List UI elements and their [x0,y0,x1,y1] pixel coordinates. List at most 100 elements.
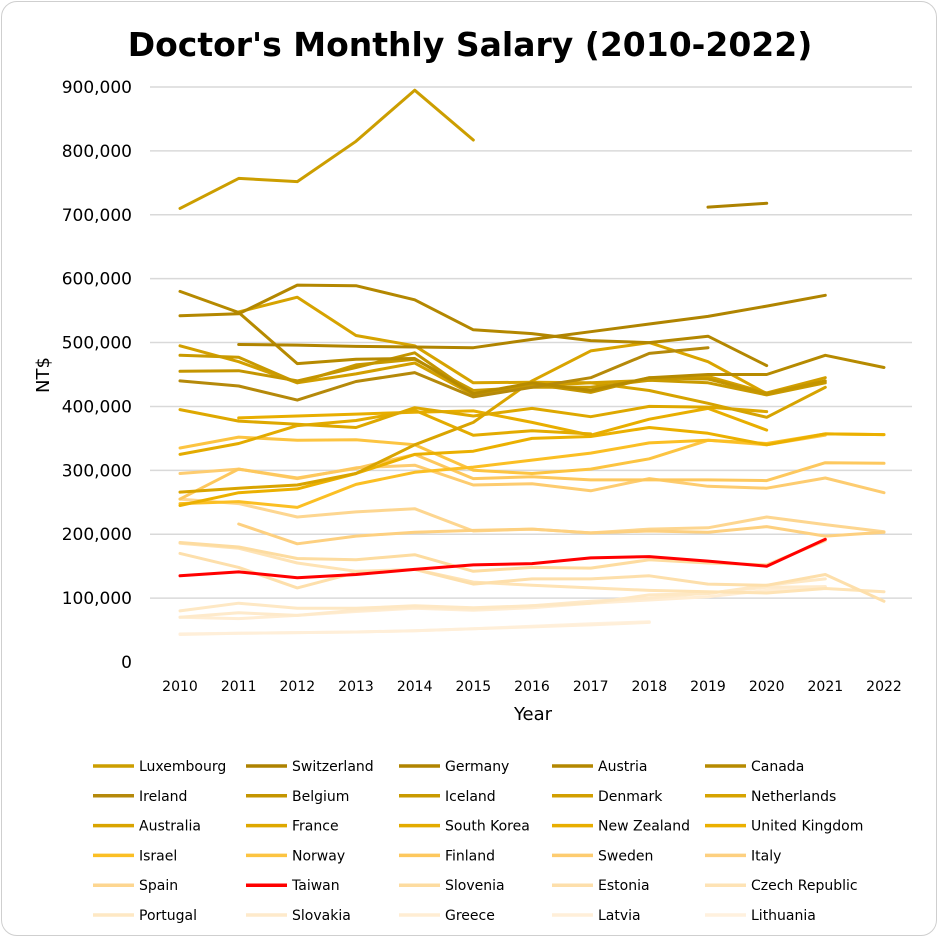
legend-item: Canada [705,759,804,775]
x-tick-label: 2011 [221,679,257,695]
legend-item: New Zealand [552,819,690,835]
legend-label: United Kingdom [751,819,863,835]
legend-label: Sweden [598,848,653,864]
series-line-canada [178,289,886,396]
legend-label: Austria [598,759,647,775]
series-line-austria [178,283,769,368]
y-tick-label: 900,000 [62,78,132,98]
series-line-australia [178,341,769,494]
legend-label: Latvia [598,908,641,924]
legend-label: Lithuania [751,908,816,924]
series-line-united-kingdom [178,426,886,507]
legend: Luxembourg Switzerland Germany Austria Canad… [93,759,863,924]
legend-item: Denmark [552,789,663,805]
y-tick-label: 100,000 [62,589,132,609]
legend-item: Luxembourg [93,759,226,775]
legend-label: Australia [139,819,201,835]
legend-label: Taiwan [291,878,340,894]
legend-label: Estonia [598,878,650,894]
legend-item: Germany [399,759,509,775]
legend-item: Finland [399,848,495,864]
legend-item: Portugal [93,908,197,924]
legend-label: Portugal [139,908,197,924]
series-line-czech-republic [178,541,886,595]
legend-label: Canada [751,759,804,775]
legend-label: Denmark [598,789,663,805]
x-axis-ticks: 2010 2011 2012 2013 2014 2015 2016 2017 2018 2019… [162,679,902,695]
legend-label: New Zealand [598,819,690,835]
series-line-finland [178,452,886,501]
legend-item: Taiwan [246,878,340,894]
series-line-france [178,404,769,429]
series-line-ireland [178,346,710,402]
series-line-new-zealand [237,406,769,437]
legend-item: Australia [93,819,201,835]
legend-label: France [292,819,339,835]
series-line-taiwan [178,537,827,580]
legend-label: Slovakia [292,908,351,924]
legend-label: Luxembourg [139,759,226,775]
y-tick-label: 300,000 [62,461,132,481]
series-line-switzerland [706,201,769,209]
y-axis-ticks: 0 100,000 200,000 300,000 400,000 500,000 600,… [62,78,132,673]
series-line-slovenia [178,539,827,573]
y-axis-label: NT$ [33,357,54,393]
legend-item: Slovenia [399,878,505,894]
y-tick-label: 400,000 [62,397,132,417]
x-tick-label: 2013 [338,679,374,695]
series-lines [178,88,886,636]
legend-label: South Korea [445,819,530,835]
x-tick-label: 2016 [514,679,550,695]
series-line-netherlands [237,295,827,419]
legend-item: United Kingdom [705,819,863,835]
chart-title: Doctor's Monthly Salary (2010-2022) [128,25,813,64]
x-tick-label: 2022 [866,679,902,695]
legend-item: Spain [93,878,178,894]
legend-label: Israel [139,848,177,864]
legend-item: South Korea [399,819,530,835]
legend-item: Estonia [552,878,650,894]
legend-label: Slovenia [445,878,505,894]
legend-label: Ireland [139,789,187,805]
legend-item: Ireland [93,789,187,805]
legend-item: Netherlands [705,789,836,805]
x-tick-label: 2018 [632,679,668,695]
legend-label: Spain [139,878,178,894]
series-line-luxembourg [178,88,475,210]
y-tick-label: 800,000 [62,142,132,162]
legend-label: Belgium [292,789,349,805]
legend-item: Austria [552,759,647,775]
x-tick-label: 2017 [573,679,609,695]
legend-item: Latvia [552,908,641,924]
legend-item: Israel [93,848,177,864]
y-tick-label: 0 [121,653,132,673]
x-tick-label: 2014 [397,679,433,695]
legend-label: Czech Republic [751,878,858,894]
legend-item: Czech Republic [705,878,858,894]
legend-item: Iceland [399,789,496,805]
legend-item: Switzerland [246,759,374,775]
legend-item: Slovakia [246,908,351,924]
x-tick-label: 2021 [808,679,844,695]
x-tick-label: 2012 [280,679,316,695]
legend-item: Italy [705,848,781,864]
legend-label: Netherlands [751,789,836,805]
x-tick-label: 2019 [690,679,726,695]
legend-label: Germany [445,759,509,775]
series-line-south-korea [178,408,593,456]
legend-label: Switzerland [292,759,374,775]
x-tick-label: 2020 [749,679,785,695]
legend-item: Lithuania [705,908,816,924]
legend-label: Italy [751,848,781,864]
y-tick-label: 600,000 [62,270,132,290]
legend-item: Sweden [552,848,653,864]
legend-label: Finland [445,848,495,864]
legend-label: Greece [445,908,495,924]
legend-item: Norway [246,848,345,864]
series-line-latvia [178,620,651,636]
x-tick-label: 2010 [162,679,198,695]
legend-item: Greece [399,908,495,924]
y-tick-label: 200,000 [62,525,132,545]
